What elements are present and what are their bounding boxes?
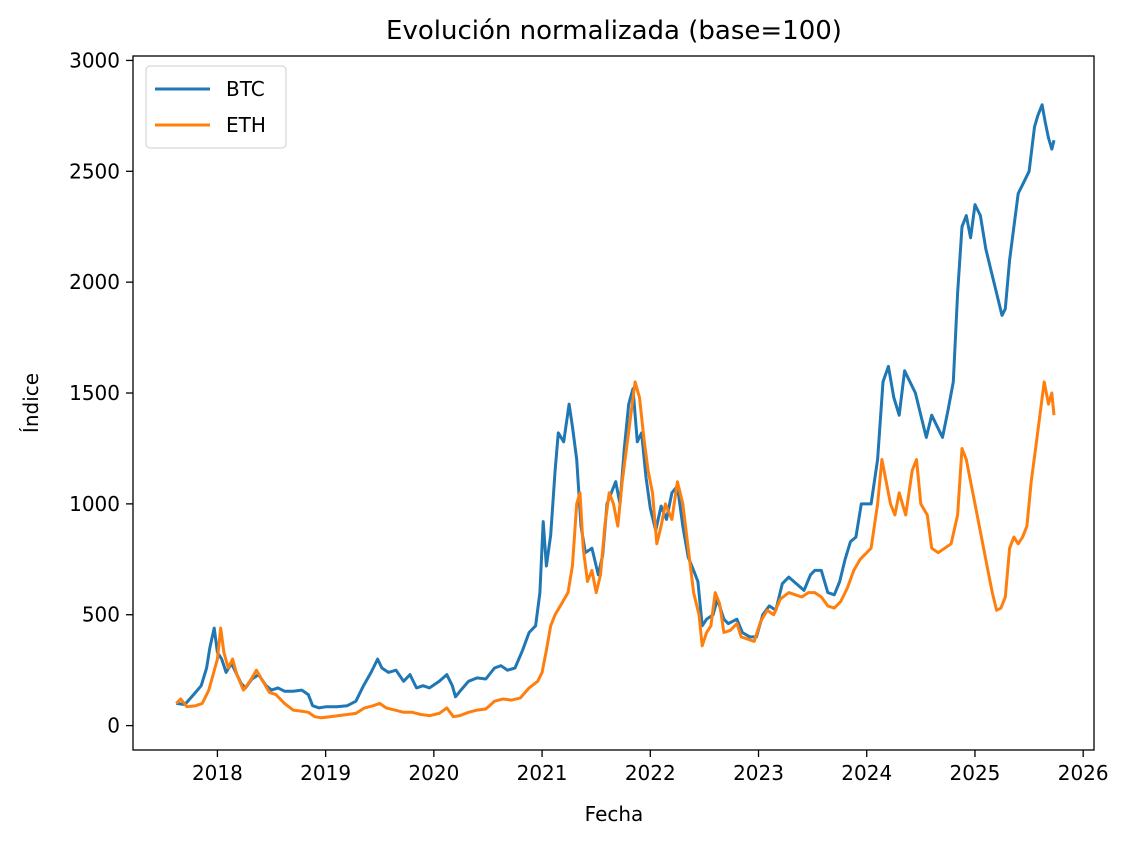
x-tick-label: 2020 xyxy=(408,761,459,785)
x-axis: 2018 2019 2020 2021 2022 2023 2024 2025 2026 xyxy=(192,750,1109,785)
y-tick-label: 3000 xyxy=(69,48,120,72)
chart-title: Evolución normalizada (base=100) xyxy=(386,16,842,46)
x-tick-label: 2018 xyxy=(192,761,243,785)
x-tick-label: 2026 xyxy=(1058,761,1109,785)
y-tick-label: 1000 xyxy=(69,492,120,516)
legend-box xyxy=(145,65,287,149)
plot-frame xyxy=(132,55,1095,751)
y-tick-label: 2500 xyxy=(69,159,120,183)
x-tick-label: 2024 xyxy=(841,761,892,785)
y-tick-label: 2000 xyxy=(69,270,120,294)
y-axis: 0 500 1000 1500 2000 2500 3000 xyxy=(69,48,133,738)
y-tick-label: 0 xyxy=(107,714,120,738)
x-tick-label: 2025 xyxy=(950,761,1001,785)
x-axis-label: Fecha xyxy=(585,802,644,826)
legend-label-eth: ETH xyxy=(226,113,266,137)
x-tick-label: 2019 xyxy=(300,761,351,785)
series-line-eth xyxy=(175,380,1056,720)
legend: BTC ETH xyxy=(145,65,287,149)
series-line-btc xyxy=(176,103,1056,710)
y-tick-label: 500 xyxy=(82,603,120,627)
x-tick-label: 2021 xyxy=(517,761,568,785)
x-tick-label: 2023 xyxy=(733,761,784,785)
y-tick-label: 1500 xyxy=(69,381,120,405)
x-tick-label: 2022 xyxy=(625,761,676,785)
y-axis-label: Índice xyxy=(19,373,43,433)
legend-label-btc: BTC xyxy=(226,77,265,101)
series-layer xyxy=(175,103,1056,720)
